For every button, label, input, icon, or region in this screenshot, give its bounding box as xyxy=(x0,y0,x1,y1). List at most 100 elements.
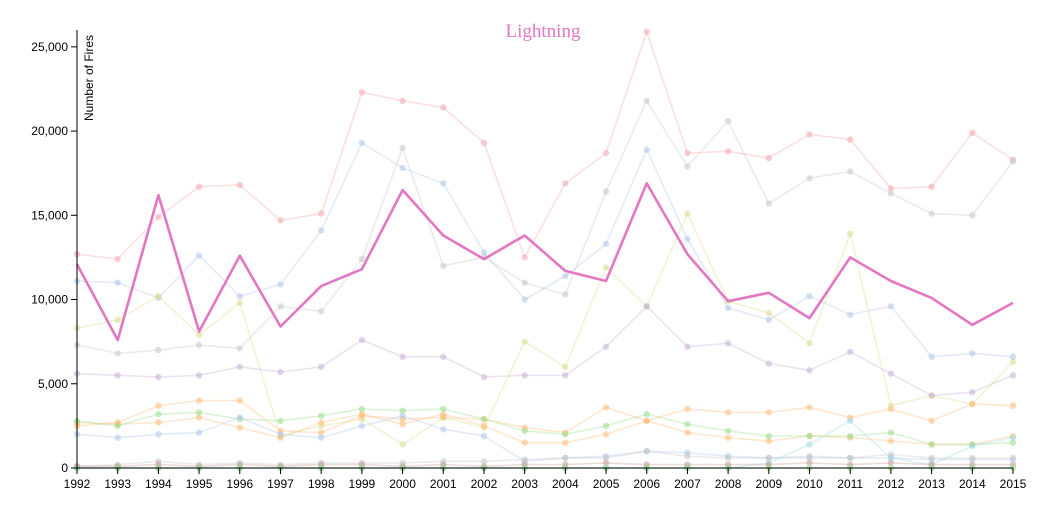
data-point[interactable] xyxy=(155,431,162,438)
data-point[interactable] xyxy=(1009,439,1017,446)
data-point[interactable] xyxy=(521,279,528,286)
data-point[interactable] xyxy=(602,422,610,430)
data-point[interactable] xyxy=(358,422,366,430)
data-point[interactable] xyxy=(521,427,528,435)
data-point[interactable] xyxy=(887,370,895,377)
data-point[interactable] xyxy=(562,363,569,371)
data-point[interactable] xyxy=(358,410,366,418)
data-point[interactable] xyxy=(236,299,243,307)
data-point[interactable] xyxy=(114,422,121,430)
data-point[interactable] xyxy=(236,293,243,300)
data-point[interactable] xyxy=(399,421,406,428)
data-point[interactable] xyxy=(236,397,243,404)
data-point[interactable] xyxy=(195,414,203,421)
data-point[interactable] xyxy=(847,432,854,440)
data-point[interactable] xyxy=(969,212,976,219)
data-point[interactable] xyxy=(969,389,976,396)
data-point[interactable] xyxy=(521,254,528,261)
data-point[interactable] xyxy=(399,97,406,105)
data-point[interactable] xyxy=(806,340,813,347)
data-point[interactable] xyxy=(969,400,976,408)
data-point[interactable] xyxy=(602,454,610,462)
data-point[interactable] xyxy=(806,441,813,448)
data-point[interactable] xyxy=(847,136,854,143)
data-point[interactable] xyxy=(887,429,895,436)
data-point[interactable] xyxy=(318,434,325,441)
data-point[interactable] xyxy=(887,185,895,192)
data-point[interactable] xyxy=(684,421,691,428)
data-point[interactable] xyxy=(969,350,976,357)
data-point[interactable] xyxy=(318,412,325,419)
data-point[interactable] xyxy=(318,227,325,234)
data-point[interactable] xyxy=(887,405,895,413)
data-point[interactable] xyxy=(358,336,366,344)
data-point[interactable] xyxy=(969,454,976,462)
data-point[interactable] xyxy=(155,346,162,354)
data-point[interactable] xyxy=(480,373,488,381)
data-point[interactable] xyxy=(643,146,650,153)
data-point[interactable] xyxy=(765,316,772,323)
data-point[interactable] xyxy=(480,139,488,147)
data-point[interactable] xyxy=(724,117,732,125)
data-point[interactable] xyxy=(562,454,569,462)
data-point[interactable] xyxy=(724,148,732,155)
data-point[interactable] xyxy=(643,97,650,105)
data-point[interactable] xyxy=(1009,402,1017,409)
data-point[interactable] xyxy=(155,213,162,221)
data-point[interactable] xyxy=(236,363,243,371)
data-point[interactable] xyxy=(277,303,284,310)
data-point[interactable] xyxy=(195,252,203,259)
data-point[interactable] xyxy=(602,188,610,195)
data-point[interactable] xyxy=(724,304,732,312)
data-point[interactable] xyxy=(318,419,325,426)
data-point[interactable] xyxy=(440,353,447,360)
data-point[interactable] xyxy=(480,458,488,465)
data-point[interactable] xyxy=(236,424,243,431)
data-point[interactable] xyxy=(440,405,447,413)
data-point[interactable] xyxy=(765,454,772,462)
data-point[interactable] xyxy=(399,164,406,172)
data-point[interactable] xyxy=(318,363,325,371)
data-point[interactable] xyxy=(114,255,121,263)
data-point[interactable] xyxy=(765,360,772,367)
data-point[interactable] xyxy=(928,353,935,360)
data-point[interactable] xyxy=(602,343,610,350)
data-point[interactable] xyxy=(643,303,650,310)
data-point[interactable] xyxy=(806,453,813,460)
data-point[interactable] xyxy=(847,311,854,318)
data-point[interactable] xyxy=(847,454,854,462)
data-point[interactable] xyxy=(928,210,935,217)
data-point[interactable] xyxy=(155,293,162,300)
data-point[interactable] xyxy=(1009,372,1017,379)
data-point[interactable] xyxy=(806,175,813,182)
data-point[interactable] xyxy=(521,338,528,345)
data-point[interactable] xyxy=(480,432,488,440)
data-point[interactable] xyxy=(887,190,895,197)
data-point[interactable] xyxy=(521,456,528,463)
data-point[interactable] xyxy=(521,296,528,303)
data-point[interactable] xyxy=(847,348,854,355)
data-point[interactable] xyxy=(521,372,528,379)
data-point[interactable] xyxy=(684,210,691,217)
data-point[interactable] xyxy=(277,368,284,376)
data-point[interactable] xyxy=(562,272,569,280)
data-point[interactable] xyxy=(806,432,813,440)
data-point[interactable] xyxy=(155,373,162,381)
data-point[interactable] xyxy=(440,410,447,418)
data-point[interactable] xyxy=(684,149,691,157)
data-point[interactable] xyxy=(358,139,366,147)
data-point[interactable] xyxy=(724,409,732,416)
data-point[interactable] xyxy=(684,235,691,243)
data-point[interactable] xyxy=(318,308,325,315)
data-point[interactable] xyxy=(114,434,121,441)
data-point[interactable] xyxy=(643,410,650,418)
data-point[interactable] xyxy=(765,200,772,207)
data-point[interactable] xyxy=(440,180,447,187)
data-point[interactable] xyxy=(155,410,162,418)
data-point[interactable] xyxy=(1009,434,1017,441)
data-point[interactable] xyxy=(155,419,162,426)
data-point[interactable] xyxy=(765,437,772,445)
data-point[interactable] xyxy=(155,402,162,409)
data-point[interactable] xyxy=(399,441,406,448)
data-point[interactable] xyxy=(562,431,569,438)
